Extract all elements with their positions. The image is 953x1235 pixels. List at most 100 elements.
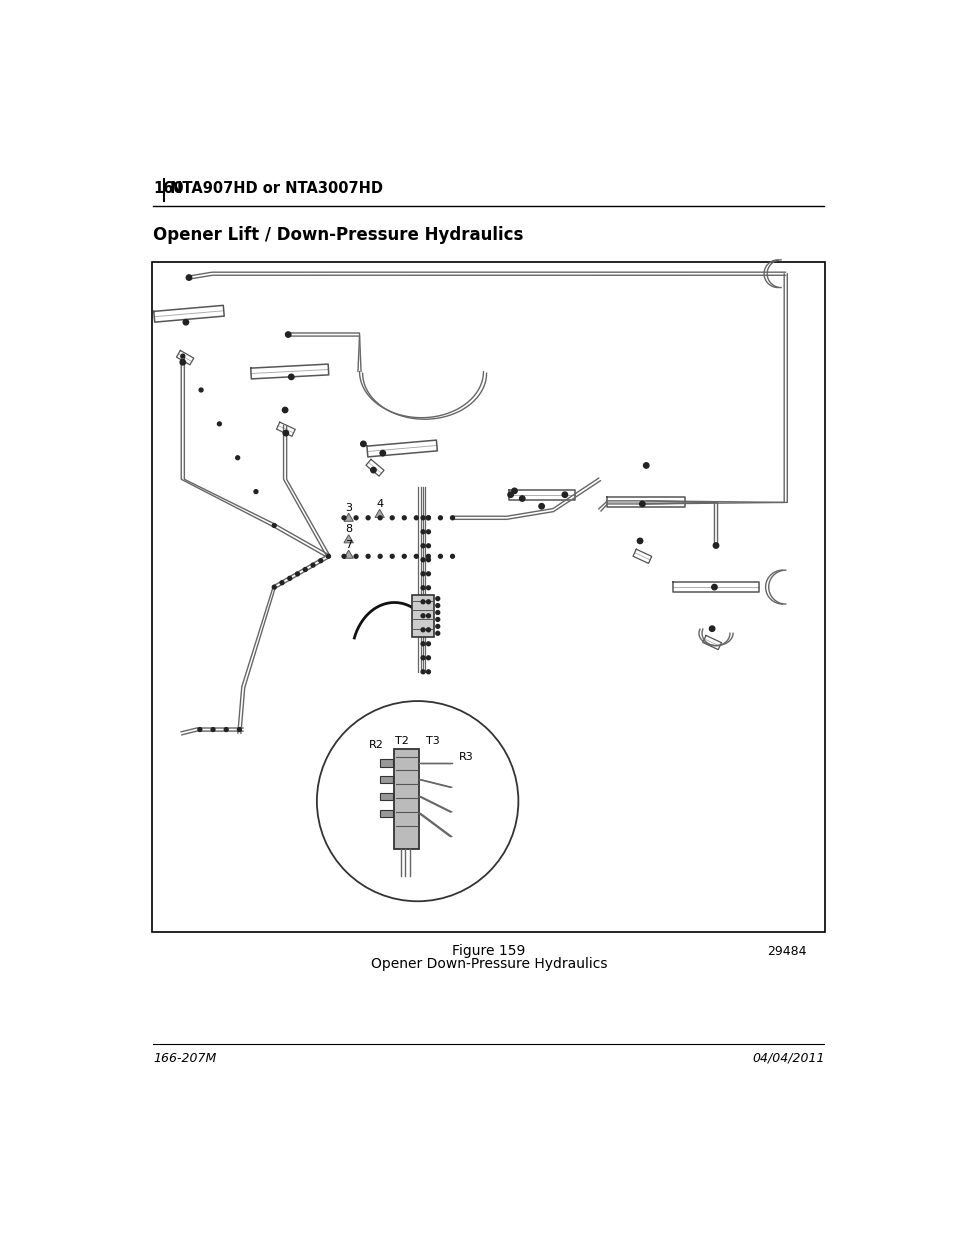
Circle shape [507, 492, 513, 498]
Circle shape [272, 585, 276, 589]
Circle shape [289, 374, 294, 379]
Circle shape [420, 669, 424, 674]
Circle shape [376, 761, 381, 764]
Circle shape [423, 797, 427, 800]
Circle shape [326, 555, 330, 558]
Circle shape [709, 626, 714, 631]
Circle shape [390, 555, 394, 558]
Circle shape [181, 354, 185, 358]
Circle shape [420, 530, 424, 534]
Circle shape [303, 568, 307, 572]
Circle shape [519, 496, 524, 501]
Bar [380, 776, 393, 783]
Circle shape [426, 543, 430, 548]
Circle shape [282, 408, 288, 412]
Circle shape [402, 555, 406, 558]
Circle shape [643, 463, 648, 468]
Text: R2: R2 [369, 740, 384, 750]
Circle shape [561, 492, 567, 498]
Bar [412, 595, 434, 637]
Circle shape [426, 516, 430, 520]
Circle shape [450, 555, 454, 558]
Circle shape [426, 642, 430, 646]
Bar [380, 810, 393, 818]
Circle shape [377, 516, 382, 520]
Circle shape [354, 555, 357, 558]
Circle shape [235, 456, 239, 459]
Text: T2: T2 [395, 736, 409, 746]
Circle shape [426, 627, 430, 632]
Circle shape [183, 320, 189, 325]
Circle shape [450, 516, 454, 520]
Circle shape [420, 558, 424, 562]
Bar [152, 262, 824, 932]
Text: 4: 4 [375, 499, 383, 509]
Circle shape [438, 555, 442, 558]
Circle shape [426, 516, 430, 520]
Circle shape [436, 604, 439, 608]
Circle shape [426, 656, 430, 659]
Text: Figure 159: Figure 159 [452, 945, 525, 958]
Circle shape [217, 422, 221, 426]
Circle shape [426, 530, 430, 534]
Circle shape [316, 701, 517, 902]
Text: Opener Lift / Down-Pressure Hydraulics: Opener Lift / Down-Pressure Hydraulics [153, 226, 523, 245]
Circle shape [426, 600, 430, 604]
Circle shape [511, 488, 517, 494]
Circle shape [423, 762, 427, 766]
Circle shape [420, 516, 424, 520]
Bar [380, 758, 393, 767]
Text: 166-207M: 166-207M [153, 1052, 216, 1065]
Circle shape [420, 543, 424, 548]
Circle shape [426, 555, 430, 558]
Circle shape [376, 811, 381, 816]
Circle shape [713, 543, 718, 548]
Circle shape [371, 467, 375, 473]
Circle shape [420, 642, 424, 646]
Circle shape [436, 597, 439, 600]
Text: 3: 3 [345, 503, 352, 513]
Circle shape [186, 275, 192, 280]
Circle shape [436, 618, 439, 621]
Circle shape [420, 600, 424, 604]
Circle shape [711, 584, 717, 590]
Circle shape [285, 332, 291, 337]
Text: 8: 8 [345, 525, 352, 535]
Circle shape [639, 501, 644, 506]
Circle shape [538, 504, 544, 509]
Circle shape [376, 794, 381, 799]
Circle shape [423, 813, 427, 816]
Circle shape [288, 577, 292, 580]
Circle shape [376, 777, 381, 782]
Circle shape [426, 585, 430, 590]
Text: 160: 160 [153, 180, 184, 195]
Circle shape [637, 538, 642, 543]
Circle shape [426, 572, 430, 576]
Text: 29484: 29484 [767, 945, 806, 958]
Circle shape [211, 727, 214, 731]
Bar [380, 793, 393, 800]
Circle shape [180, 359, 185, 366]
Circle shape [436, 625, 439, 629]
Text: 04/04/2011: 04/04/2011 [751, 1052, 823, 1065]
Circle shape [426, 558, 430, 562]
Circle shape [426, 614, 430, 618]
Circle shape [366, 516, 370, 520]
Circle shape [354, 516, 357, 520]
Circle shape [197, 727, 202, 731]
Circle shape [224, 727, 228, 731]
Text: Opener Down-Pressure Hydraulics: Opener Down-Pressure Hydraulics [371, 957, 606, 972]
Circle shape [436, 610, 439, 615]
Bar [394, 748, 418, 848]
Text: 7: 7 [345, 540, 352, 550]
Circle shape [283, 431, 289, 436]
Circle shape [342, 516, 346, 520]
Circle shape [318, 558, 322, 563]
Text: NTA907HD or NTA3007HD: NTA907HD or NTA3007HD [171, 180, 383, 195]
Circle shape [414, 516, 417, 520]
Circle shape [379, 451, 385, 456]
Circle shape [360, 441, 366, 447]
Circle shape [426, 669, 430, 674]
Circle shape [295, 572, 299, 576]
Circle shape [390, 516, 394, 520]
